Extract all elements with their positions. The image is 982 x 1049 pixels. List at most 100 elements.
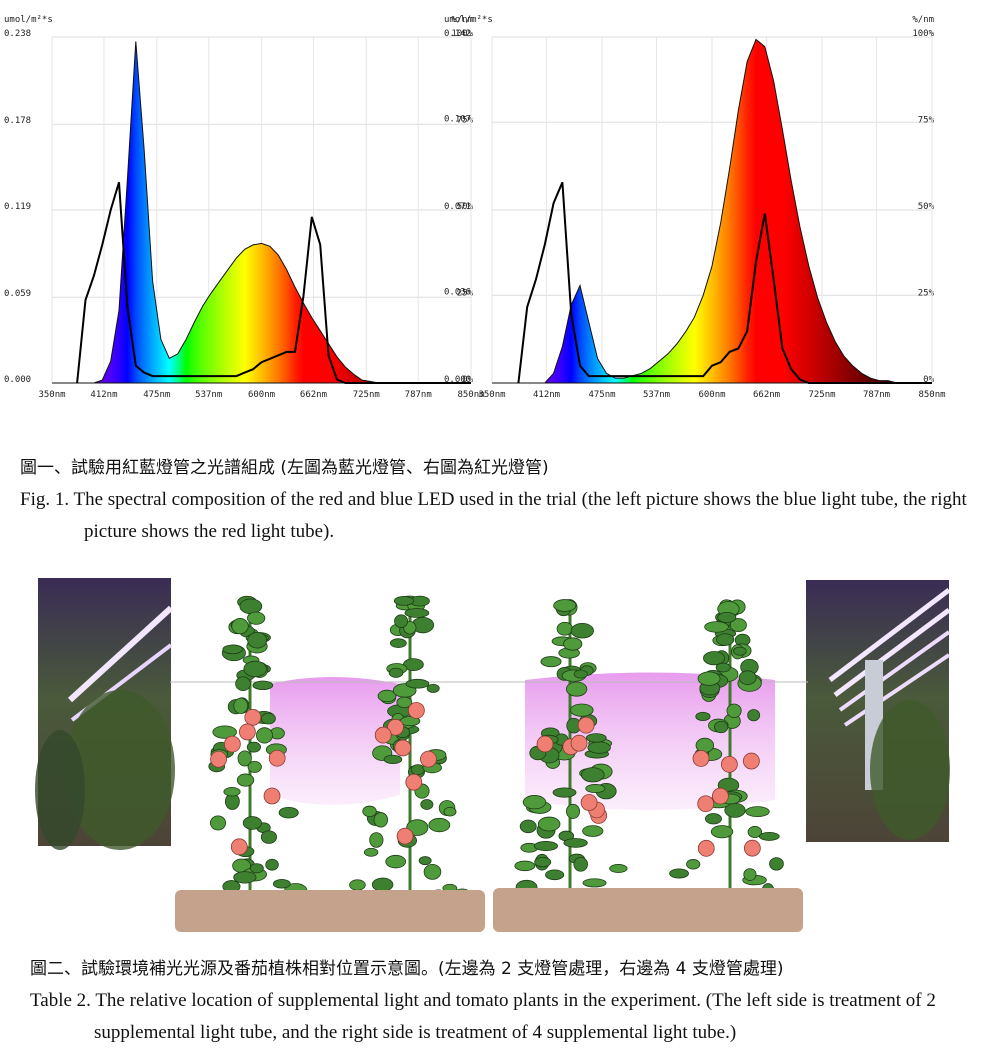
leaf [404,608,430,618]
tomato [374,726,392,744]
chart: umol/m²*s %/nm0.0000.0360.0710.1070.1420%… [444,15,946,400]
tomato [268,749,286,767]
leaf [418,856,432,866]
y-axis-label: umol/m²*s [4,15,53,25]
x-tick-label: 787nm [405,390,432,400]
tomato [244,708,262,726]
photo-right [806,580,951,842]
leaf [423,863,442,880]
x-tick-label: 725nm [808,390,835,400]
leaf [514,860,536,872]
y-tick-label: 0.107 [444,114,471,124]
leaf [573,669,588,679]
leaf [703,651,726,666]
leaf [537,816,561,832]
y-tick-label: 0.238 [4,29,31,39]
leaf [385,854,407,869]
leaf [769,857,784,871]
x-tick-label: 350nm [478,390,505,400]
x-tick-label: 725nm [353,390,380,400]
x-tick-label: 350nm [38,390,65,400]
y2-tick-label: 100% [912,29,934,39]
leaf [405,678,430,689]
y-axis-label: umol/m²*s [444,15,493,25]
leaf [394,614,409,628]
figure2-caption-en: Table 2. The relative location of supple… [30,990,936,1043]
tomato [420,750,437,768]
leaf [686,859,701,870]
leaf [540,656,562,668]
x-tick-label: 475nm [143,390,170,400]
tomato [238,723,256,741]
leaf [388,667,404,678]
leaf [233,697,249,714]
tomato [577,716,595,734]
leaf [237,750,252,767]
leaf [363,847,379,857]
spectrum-area [492,38,932,384]
leaf [233,871,257,884]
leaf [747,709,761,722]
x-tick-label: 537nm [195,390,222,400]
leaf [715,662,731,673]
y2-tick-label: 0% [462,375,473,385]
leaf [582,825,604,837]
x-tick-label: 850nm [457,390,484,400]
leaf [235,676,251,692]
tomato [580,794,598,811]
leaf [252,680,274,691]
leaf [243,660,267,678]
chart: umol/m²*s %/nm 0.000 0.059 0.119 0.178 0.238 0%… [4,15,485,400]
leaf [410,764,425,776]
leaf [373,812,388,828]
leaf [758,832,780,841]
x-tick-label: 600nm [248,390,275,400]
leaf [247,631,268,649]
leaf [371,877,394,892]
leaf [272,879,291,889]
x-tick-label: 662nm [753,390,780,400]
leaf [349,879,366,891]
leaf [236,773,255,787]
tomato [570,734,588,752]
leaf [426,683,440,693]
leaf [222,644,243,655]
leaf [714,720,729,734]
y-tick-label: 0.142 [444,29,471,39]
leaf [212,725,237,739]
leaf [420,799,434,810]
y-tick-label: 0.000 [444,375,471,385]
leaf [733,646,747,656]
leaf [247,760,262,773]
y-tick-label: 0.071 [444,202,471,212]
leaf [669,868,689,879]
leaf [747,826,763,838]
leaf [729,618,747,633]
leaf [704,621,729,633]
x-tick-label: 412nm [533,390,560,400]
leaf [573,856,588,872]
leaf [393,595,415,606]
tomato [697,839,715,857]
leaf [697,671,721,686]
leaf [585,784,606,794]
leaf [563,637,583,651]
leaf [716,633,735,646]
leaf [695,737,715,753]
leaf [745,806,770,818]
leaf [265,858,279,871]
leaf [260,830,277,844]
y-tick-label: 0.178 [4,116,31,126]
leaf [519,819,537,834]
tomato [263,787,281,805]
photo-left [35,578,175,850]
leaf [569,703,594,717]
leaf [570,623,594,639]
leaf [231,618,249,635]
x-tick-label: 850nm [918,390,945,400]
y-tick-label: 0.036 [444,287,471,297]
leaf [743,868,757,881]
tomato [387,718,404,736]
tomato [536,735,554,753]
